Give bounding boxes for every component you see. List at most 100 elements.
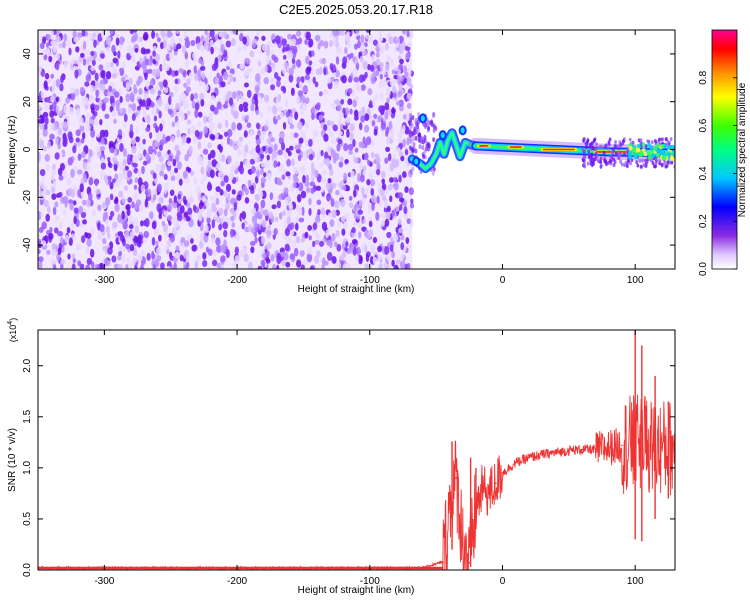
noise-speck: [359, 55, 364, 63]
carrier-bright-speck: [635, 147, 640, 153]
noise-speck: [327, 178, 332, 184]
carrier-bright-speck: [627, 154, 632, 160]
noise-speck: [203, 233, 209, 243]
carrier-speck: [599, 164, 603, 169]
noise-speck: [300, 109, 305, 116]
noise-speck: [70, 189, 76, 198]
noise-speck: [46, 140, 51, 149]
noise-speck: [166, 135, 171, 142]
noise-speck: [230, 207, 235, 216]
noise-speck: [324, 157, 331, 167]
noise-speck: [297, 154, 302, 162]
noise-speck: [90, 66, 96, 72]
noise-speck: [388, 35, 394, 45]
noise-speck: [220, 244, 226, 253]
transition-speck: [432, 137, 436, 143]
noise-speck: [52, 264, 57, 269]
noise-speck: [241, 222, 245, 230]
snr-x-tick-label: 100: [627, 576, 644, 587]
noise-speck: [231, 91, 237, 100]
noise-speck: [119, 162, 124, 171]
noise-speck: [199, 92, 205, 102]
noise-speck: [286, 216, 291, 225]
noise-speck: [332, 30, 338, 37]
noise-speck: [190, 237, 194, 244]
noise-speck: [352, 68, 358, 78]
noise-speck: [140, 249, 145, 256]
noise-speck: [402, 200, 407, 207]
noise-speck: [244, 144, 249, 153]
noise-speck: [144, 198, 148, 208]
noise-speck: [393, 264, 399, 269]
carrier-speck: [599, 159, 603, 164]
noise-speck: [57, 247, 62, 255]
noise-speck: [260, 153, 265, 159]
noise-speck: [232, 76, 237, 83]
noise-speck: [321, 57, 326, 65]
noise-speck: [375, 211, 380, 221]
noise-speck: [152, 172, 157, 179]
noise-speck: [160, 30, 165, 37]
noise-speck: [82, 40, 87, 50]
noise-speck: [255, 73, 261, 83]
noise-speck: [244, 69, 250, 76]
noise-speck: [253, 221, 258, 229]
noise-speck: [239, 33, 244, 42]
noise-speck: [317, 42, 321, 50]
noise-speck: [79, 86, 85, 92]
snr-point: [501, 472, 504, 474]
noise-speck: [62, 40, 66, 49]
noise-speck: [215, 162, 221, 170]
noise-speck: [291, 38, 297, 46]
noise-speck: [404, 186, 409, 194]
noise-speck: [348, 195, 353, 201]
noise-speck: [407, 42, 412, 48]
noise-speck: [107, 232, 111, 239]
noise-speck: [215, 197, 220, 206]
noise-speck: [381, 195, 387, 201]
noise-speck: [336, 261, 342, 269]
noise-speck: [217, 152, 222, 162]
noise-speck: [375, 58, 381, 66]
carrier-bright-speck: [657, 149, 662, 155]
noise-speck: [393, 79, 398, 84]
noise-speck: [385, 73, 389, 79]
noise-speck: [183, 251, 187, 259]
carrier-speck: [638, 158, 642, 163]
noise-speck: [200, 99, 205, 107]
carrier-bright-speck: [660, 144, 665, 149]
noise-speck: [348, 243, 354, 252]
noise-speck: [383, 261, 388, 269]
carrier-speck: [628, 137, 632, 142]
noise-speck: [133, 192, 138, 200]
transition-speck: [408, 121, 412, 127]
transition-speck: [414, 125, 418, 131]
noise-speck: [368, 171, 374, 181]
noise-speck: [91, 59, 96, 66]
noise-speck: [44, 72, 50, 80]
noise-speck: [216, 216, 221, 224]
noise-speck: [51, 248, 57, 256]
snr-point: [568, 449, 570, 452]
snr-x-axis-label: Height of straight line (km): [298, 585, 415, 596]
noise-speck: [186, 234, 192, 240]
noise-speck: [263, 208, 269, 216]
carrier-speck: [594, 155, 597, 160]
noise-speck: [381, 178, 386, 185]
noise-speck: [68, 106, 74, 116]
noise-speck: [151, 221, 157, 230]
noise-speck: [344, 158, 349, 164]
carrier-speck: [613, 144, 617, 149]
noise-speck: [108, 215, 113, 221]
noise-speck: [404, 149, 409, 156]
noise-speck: [215, 132, 219, 140]
transition-speck: [417, 111, 421, 117]
noise-speck: [80, 138, 85, 144]
noise-speck: [128, 215, 133, 223]
noise-speck: [299, 250, 305, 257]
noise-speck: [113, 148, 118, 157]
noise-speck: [223, 190, 227, 197]
noise-speck: [267, 146, 273, 155]
noise-speck: [314, 81, 319, 88]
noise-speck: [98, 64, 104, 71]
